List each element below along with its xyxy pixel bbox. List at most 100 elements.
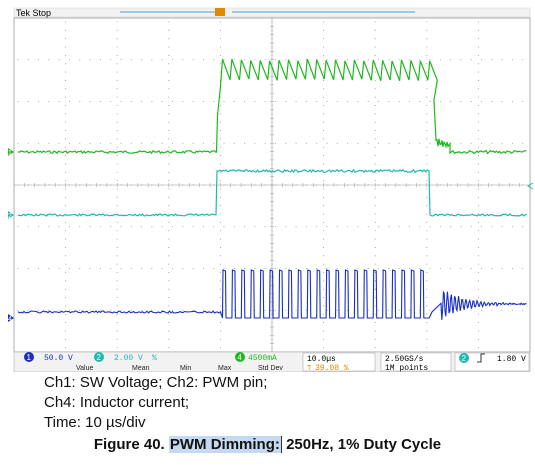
grid-dot (377, 309, 380, 311)
ch4-trace (17, 269, 527, 320)
grid-dot (477, 71, 479, 73)
grid-dot (120, 267, 122, 270)
grid-dot (116, 96, 118, 98)
grid-dot (367, 100, 369, 103)
grid-dot (522, 309, 524, 311)
grid-dot (219, 188, 221, 190)
grid-dot (326, 267, 328, 270)
grid-dot (116, 255, 118, 257)
grid-dot (233, 59, 235, 61)
grid-dot (367, 142, 369, 144)
grid-dot (264, 226, 266, 228)
grid-dot (116, 322, 118, 324)
grid-dot (116, 246, 118, 248)
grid-dot (374, 155, 376, 157)
grid-dot (388, 100, 390, 103)
grid-dot (130, 142, 132, 144)
grid-dot (408, 226, 410, 228)
grid-dot (65, 255, 67, 257)
scope-status-title: Tek Stop (16, 8, 51, 18)
grid-dot (426, 29, 428, 31)
grid-dot (219, 330, 221, 332)
grid-dot (219, 54, 221, 56)
grid-dot (426, 46, 428, 48)
grid-dot (79, 267, 81, 270)
grid-dot (274, 226, 277, 228)
grid-dot (511, 226, 513, 228)
ch2-ground-marker-icon (8, 211, 14, 219)
grid-dot (168, 21, 170, 23)
grid-dot (426, 155, 428, 157)
grid-dot (477, 155, 479, 157)
grid-dot (89, 100, 91, 103)
grid-dot (323, 138, 325, 140)
grid-dot (480, 59, 483, 61)
grid-dot (38, 226, 40, 228)
trigger-position-ruler (120, 8, 415, 16)
grid-dot (116, 88, 118, 90)
grid-dot (285, 267, 287, 270)
ch1-badge-icon (24, 352, 34, 362)
grid-dot (244, 142, 246, 144)
grid-dot (316, 226, 318, 228)
grid-dot (374, 255, 376, 257)
grid-dot (219, 104, 221, 107)
grid-dot (65, 338, 67, 340)
grid-dot (323, 330, 325, 332)
grid-dot (374, 188, 376, 190)
grid-dot (99, 309, 101, 311)
grid-dot (116, 54, 118, 56)
grid-dot (323, 54, 325, 56)
grid-dot (511, 267, 513, 270)
grid-dot (27, 267, 29, 270)
grid-dot (89, 226, 91, 228)
grid-dot (439, 226, 441, 228)
grid-dot (168, 146, 170, 148)
grid-dot (477, 63, 479, 65)
grid-dot (374, 21, 376, 23)
grid-dot (374, 271, 376, 274)
grid-dot (27, 142, 29, 144)
grid-dot (264, 142, 266, 144)
record-length: 1M points (385, 364, 428, 372)
ch4-scale: 4500mA (248, 354, 277, 363)
grid-dot (168, 246, 170, 248)
grid-dot (323, 113, 325, 115)
grid-dot (68, 142, 71, 144)
grid-dot (374, 205, 376, 207)
grid-dot (120, 309, 122, 311)
grid-dot (223, 309, 225, 311)
grid-dot (477, 163, 479, 165)
grid-dot (116, 155, 118, 157)
grid-dot (17, 309, 19, 311)
grid-dot (323, 196, 325, 198)
grid-dot (477, 271, 479, 274)
grid-dot (388, 309, 390, 311)
grid-dot (305, 100, 307, 103)
grid-dot (388, 226, 390, 228)
grid-dot (460, 100, 462, 103)
grid-dot (182, 267, 184, 270)
grid-dot (323, 63, 325, 65)
grid-dot (182, 309, 184, 311)
grid-dot (116, 238, 118, 240)
grid-dot (426, 330, 428, 332)
grid-dot (171, 226, 174, 228)
grid-dot (323, 288, 325, 290)
grid-dot (202, 59, 204, 61)
grid-dot (357, 267, 359, 270)
grid-dot (398, 59, 400, 61)
grid-dot (429, 309, 431, 311)
grid-dot (426, 104, 428, 107)
grid-dot (374, 180, 376, 182)
ch2-badge-icon (94, 352, 104, 362)
grid-dot (450, 267, 452, 270)
grid-dot (426, 196, 428, 198)
grid-dot (522, 100, 524, 103)
grid-dot (388, 59, 390, 61)
grid-dot (426, 305, 428, 307)
grid-dot (491, 59, 493, 61)
grid-dot (426, 230, 428, 232)
grid-dot (79, 59, 81, 61)
grid-dot (336, 267, 338, 270)
